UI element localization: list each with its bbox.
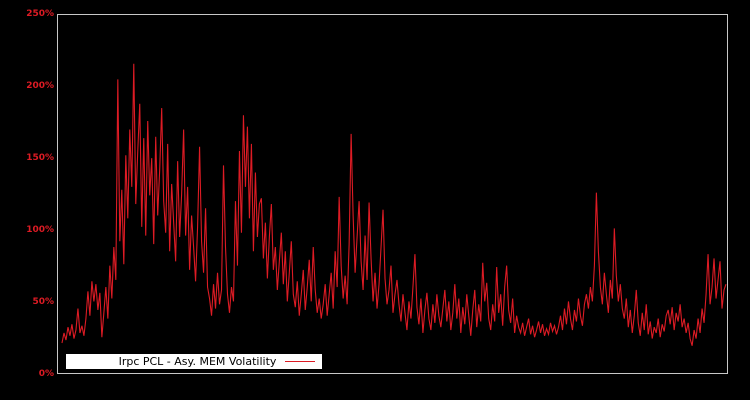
- y-tick-100: 100%: [26, 225, 54, 235]
- y-tick-250: 250%: [26, 9, 54, 19]
- series-canvas: [61, 63, 727, 346]
- plot-area: Irpc PCL - Asy. MEM Volatility: [57, 14, 728, 374]
- y-tick-0: 0%: [38, 369, 54, 379]
- y-tick-200: 200%: [26, 81, 54, 91]
- y-tick-150: 150%: [26, 153, 54, 163]
- legend-label: Irpc PCL - Asy. MEM Volatility: [118, 355, 277, 368]
- legend: Irpc PCL - Asy. MEM Volatility: [66, 354, 322, 369]
- y-tick-50: 50%: [32, 297, 54, 307]
- volatility-line-series: [61, 63, 727, 346]
- legend-line-sample: [285, 361, 316, 362]
